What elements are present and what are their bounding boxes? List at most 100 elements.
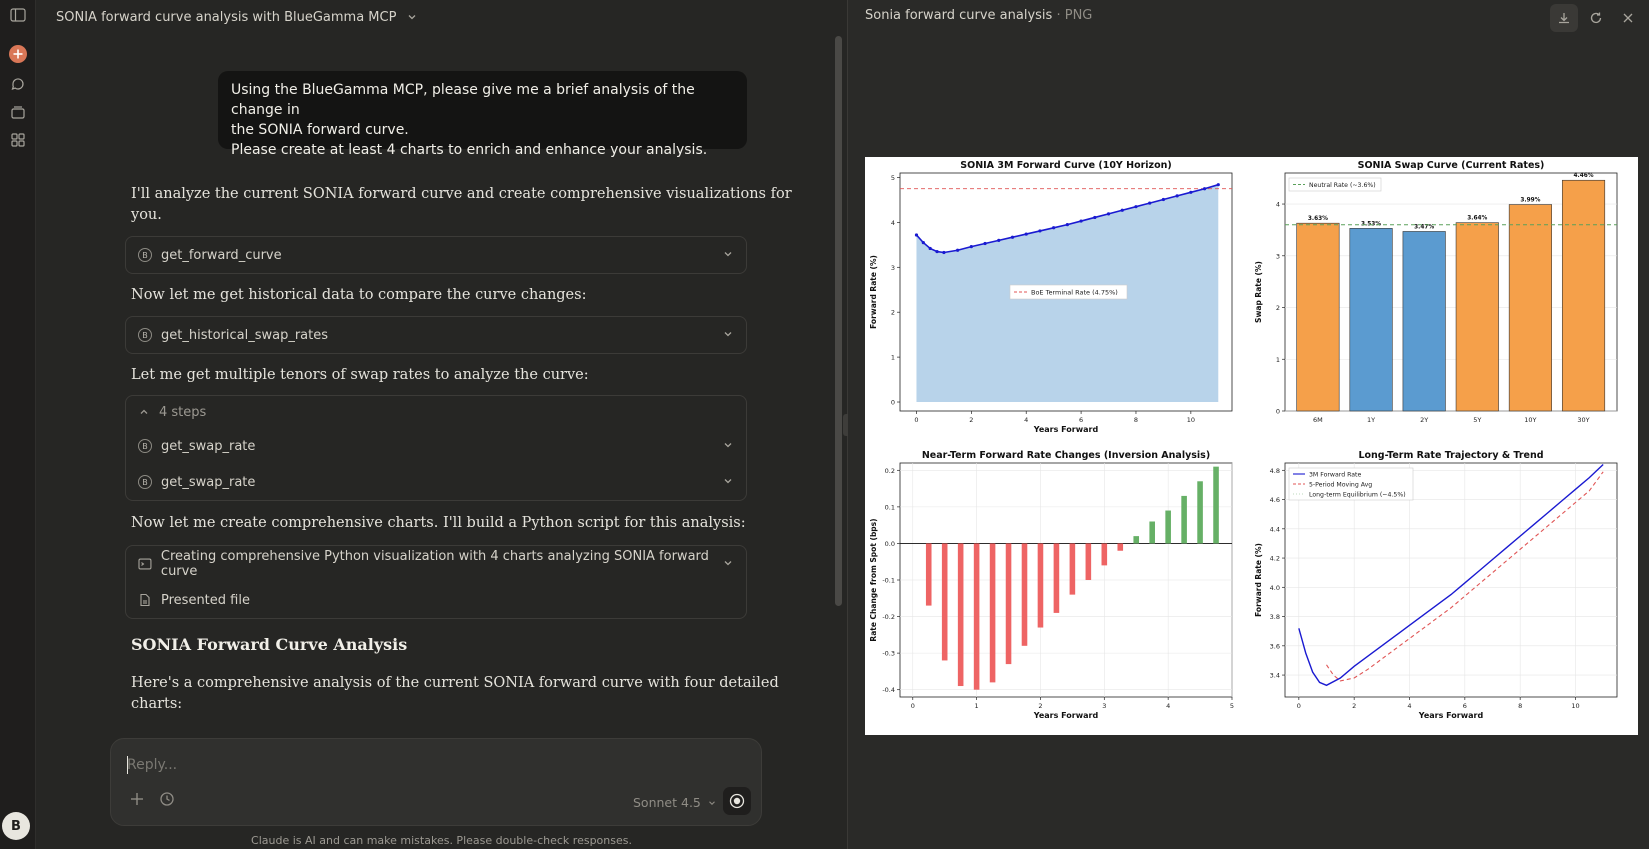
chats-icon[interactable]: [7, 73, 29, 95]
paragraph-line: you.: [131, 207, 162, 223]
y-axis-label: Swap Rate (%): [1254, 261, 1263, 323]
new-chat-icon[interactable]: [7, 43, 29, 65]
y-tick-label: 4.0: [1270, 584, 1280, 592]
reply-composer: Reply... Sonnet 4.5: [110, 738, 762, 826]
reply-input[interactable]: Reply...: [127, 757, 178, 773]
chart-legend-box: [1288, 467, 1414, 501]
y-tick-label: 0.2: [885, 467, 895, 475]
y-tick-label: 2: [1276, 304, 1280, 312]
tool-name: get_historical_swap_rates: [161, 327, 329, 343]
chevron-down-icon[interactable]: [722, 475, 734, 487]
y-tick-label: 4.8: [1270, 467, 1280, 475]
forward-curve-point: [942, 250, 946, 255]
x-tick-label: 1Y: [1367, 416, 1375, 424]
forward-curve-point: [997, 238, 1001, 242]
forward-curve-point: [956, 248, 960, 252]
tool-name: Creating comprehensive Python visualizat…: [160, 549, 709, 579]
forward-curve-point: [1216, 183, 1220, 187]
assistant-paragraph: I'll analyze the current SONIA forward c…: [131, 184, 792, 226]
chart-legend-box: [1009, 284, 1128, 300]
legend-label: 3M Forward Rate: [1309, 472, 1361, 479]
x-tick-label: 6: [1463, 702, 1467, 710]
bar-value-label: 3.64%: [1467, 216, 1487, 222]
x-tick-label: 4: [1166, 702, 1170, 710]
voice-mode-button[interactable]: [723, 787, 751, 815]
y-tick-label: 1: [891, 354, 895, 362]
x-tick-label: 4: [1024, 416, 1028, 424]
rate-change-bar: [989, 543, 996, 683]
presented-file-row[interactable]: Presented file: [126, 582, 746, 618]
x-tick-label: 10: [1187, 416, 1195, 424]
model-selector[interactable]: Sonnet 4.5: [633, 795, 717, 810]
chevron-down-icon[interactable]: [722, 328, 734, 340]
forward-curve-point: [1010, 235, 1015, 239]
analysis-heading: SONIA Forward Curve Analysis: [131, 635, 408, 654]
x-tick-label: 5: [1230, 702, 1234, 710]
disclaimer-text: Claude is AI and can make mistakes. Plea…: [251, 834, 632, 847]
tool-step-swap-rate[interactable]: B get_swap_rate: [126, 464, 746, 500]
tool-call-forward-curve[interactable]: B get_forward_curve: [125, 236, 747, 274]
y-tick-label: 0.1: [885, 503, 895, 511]
bar-value-label: 3.47%: [1414, 224, 1434, 230]
y-axis-label: Rate Change from Spot (bps): [869, 518, 878, 641]
steps-toggle[interactable]: 4 steps: [126, 396, 746, 428]
y-axis-label: Forward Rate (%): [869, 255, 878, 329]
y-tick-label: 4.4: [1270, 525, 1280, 533]
download-button[interactable]: [1550, 4, 1578, 32]
rate-change-bar: [1197, 481, 1203, 544]
x-tick-label: 30Y: [1577, 416, 1589, 424]
x-tick-label: 8: [1518, 702, 1522, 710]
script-tool-call[interactable]: Creating comprehensive Python visualizat…: [126, 546, 746, 582]
chat-scrollbar[interactable]: [835, 36, 842, 606]
x-axis-label: Years Forward: [1033, 425, 1099, 434]
y-tick-label: 0: [1276, 408, 1280, 416]
y-tick-label: 0.0: [885, 540, 895, 548]
swap-bar-1y: [1349, 228, 1393, 412]
tool-step-swap-rate[interactable]: B get_swap_rate: [126, 428, 746, 464]
rate-change-bar: [1053, 543, 1060, 613]
paragraph-line: I'll analyze the current SONIA forward c…: [131, 186, 792, 202]
rate-change-bar: [1037, 543, 1044, 628]
bar-value-label: 3.63%: [1308, 216, 1328, 222]
rate-change-bar: [1101, 543, 1108, 566]
bluegamma-icon: B: [138, 475, 152, 489]
x-tick-label: 2: [1352, 702, 1356, 710]
y-tick-label: 4.6: [1270, 496, 1280, 504]
refresh-button[interactable]: [1582, 4, 1610, 32]
assistant-paragraph: Now let me get historical data to compar…: [131, 287, 587, 303]
conversation-title-button[interactable]: SONIA forward curve analysis with BlueGa…: [56, 6, 418, 28]
close-button[interactable]: [1614, 4, 1642, 32]
x-axis-label: Years Forward: [1418, 711, 1484, 720]
forward-curve-point: [1161, 197, 1166, 202]
add-attachment-icon[interactable]: [129, 791, 145, 807]
panel-resize-handle[interactable]: [843, 414, 851, 436]
y-tick-label: -0.2: [882, 613, 895, 621]
y-tick-label: 5: [891, 174, 895, 182]
bluegamma-icon: B: [138, 439, 152, 453]
x-tick-label: 6: [1079, 416, 1083, 424]
left-rail: B: [0, 0, 36, 849]
chevron-down-icon[interactable]: [722, 248, 734, 260]
rate-change-bar: [1165, 510, 1171, 544]
chevron-down-icon: [408, 15, 416, 20]
y-axis-label: Forward Rate (%): [1254, 543, 1263, 617]
y-tick-label: -0.3: [882, 650, 895, 658]
assistant-paragraph: Let me get multiple tenors of swap rates…: [131, 367, 589, 383]
rate-change-bar: [1085, 543, 1092, 580]
forward-curve-point: [1038, 229, 1042, 233]
forward-curve-point: [935, 249, 939, 254]
user-avatar[interactable]: B: [2, 812, 30, 840]
axes-frame-0: [899, 172, 1233, 412]
download-icon: [1559, 13, 1569, 24]
history-icon[interactable]: [159, 791, 175, 807]
legend-label: 5-Period Moving Avg: [1309, 482, 1372, 489]
projects-icon[interactable]: [7, 101, 29, 123]
chevron-down-icon[interactable]: [722, 557, 734, 569]
model-name: Sonnet 4.5: [633, 795, 701, 810]
artifact-panel: Sonia forward curve analysis · PNG SONIA…: [848, 0, 1649, 849]
forward-curve-point: [983, 241, 987, 246]
artifacts-icon[interactable]: [7, 129, 29, 151]
tool-call-historical-swap-rates[interactable]: B get_historical_swap_rates: [125, 316, 747, 354]
sidebar-toggle-icon[interactable]: [7, 4, 29, 26]
chevron-down-icon[interactable]: [722, 439, 734, 451]
